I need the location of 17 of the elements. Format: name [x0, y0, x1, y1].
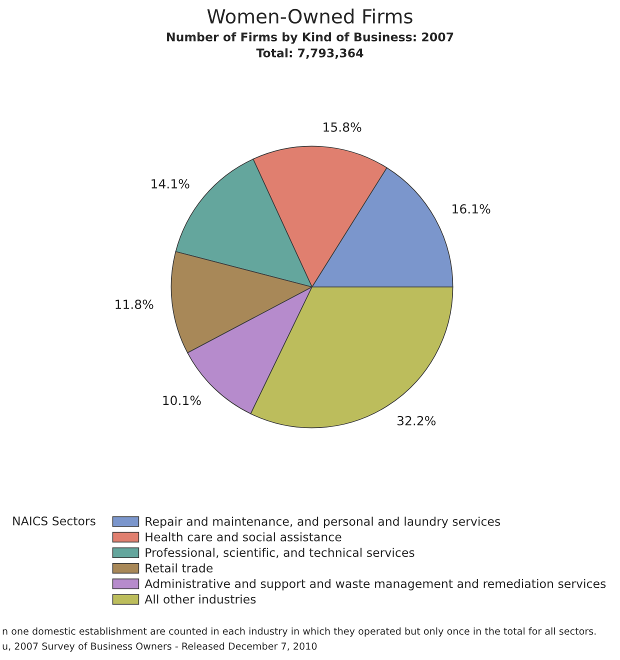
chart-title: Women-Owned Firms	[207, 8, 412, 24]
data-label: 14.1%	[152, 179, 190, 189]
legend-label: Repair and maintenance, and personal and laundry services	[146, 516, 500, 528]
data-label: 11.8%	[116, 300, 154, 310]
data-label: 15.8%	[324, 122, 362, 132]
legend-label: Professional, scientific, and technical services	[146, 548, 414, 558]
text: n one domestic establishment are counted in each industry in which they operated but only once in the total for all sectors.	[2, 627, 596, 637]
legend-label: Retail trade	[146, 563, 213, 573]
legend-label: All other industries	[144, 594, 256, 604]
chart-subtitle: Number of Firms by Kind of Business: 2007 Total: 7,793,364	[167, 32, 454, 59]
legend-title: NAICS Sectors	[13, 516, 96, 526]
data-label: 16.1%	[452, 204, 490, 214]
text: u, 2007 Survey of Business Owners - Released December 7, 2010	[2, 642, 317, 652]
legend-label: Health care and social assistance	[146, 532, 342, 542]
data-label: 32.2%	[397, 416, 436, 426]
data-label: 10.1%	[163, 396, 201, 406]
legend-label: Administrative and support and waste management and remediation services	[144, 578, 606, 590]
